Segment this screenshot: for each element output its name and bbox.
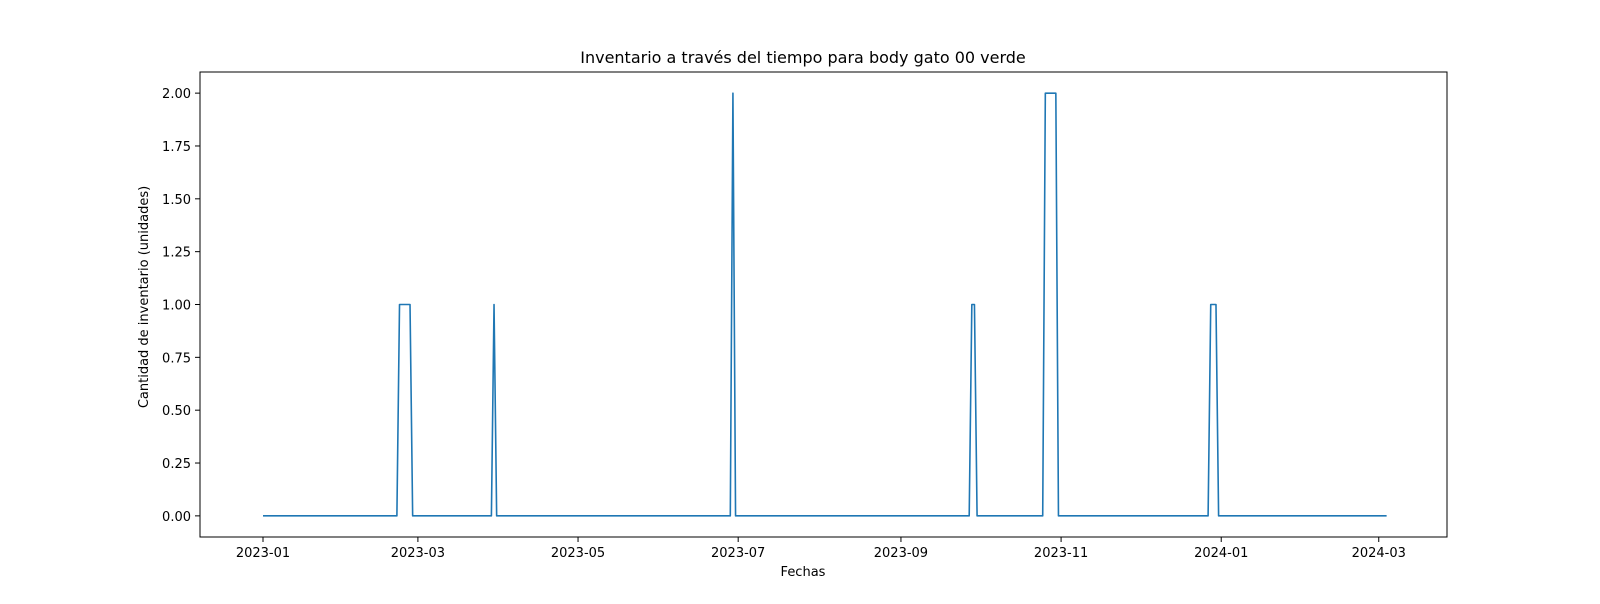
x-tick-label: 2023-05 bbox=[551, 546, 605, 561]
y-tick-label: 0.25 bbox=[162, 457, 191, 472]
series-line bbox=[263, 92, 1387, 517]
x-axis: 2023-01 2023-03 2023-05 2023-07 2023-09 2023-… bbox=[236, 537, 1406, 561]
plot-frame bbox=[199, 71, 1448, 538]
y-axis: 0.00 0.25 0.50 0.75 1.00 1.25 1.50 1.75 2.00 bbox=[162, 87, 200, 525]
x-tick-label: 2023-11 bbox=[1034, 546, 1088, 561]
x-tick-label: 2024-03 bbox=[1352, 546, 1406, 561]
y-tick-label: 1.25 bbox=[162, 246, 191, 261]
y-axis-label: Cantidad de inventario (unidades) bbox=[137, 186, 152, 408]
y-tick-label: 1.00 bbox=[162, 299, 191, 314]
y-tick-label: 1.75 bbox=[162, 140, 191, 155]
chart-title: Inventario a través del tiempo para body… bbox=[580, 48, 1026, 67]
y-tick-label: 0.00 bbox=[162, 510, 191, 525]
x-tick-label: 2024-01 bbox=[1194, 546, 1248, 561]
y-tick-label: 1.50 bbox=[162, 193, 191, 208]
y-tick-label: 0.75 bbox=[162, 351, 191, 366]
x-axis-label: Fechas bbox=[781, 565, 826, 580]
x-tick-label: 2023-09 bbox=[874, 546, 928, 561]
plot-area bbox=[263, 92, 1387, 517]
x-tick-label: 2023-01 bbox=[236, 546, 290, 561]
x-tick-label: 2023-03 bbox=[391, 546, 445, 561]
y-tick-label: 2.00 bbox=[162, 87, 191, 102]
x-tick-label: 2023-07 bbox=[711, 546, 765, 561]
y-tick-label: 0.50 bbox=[162, 404, 191, 419]
